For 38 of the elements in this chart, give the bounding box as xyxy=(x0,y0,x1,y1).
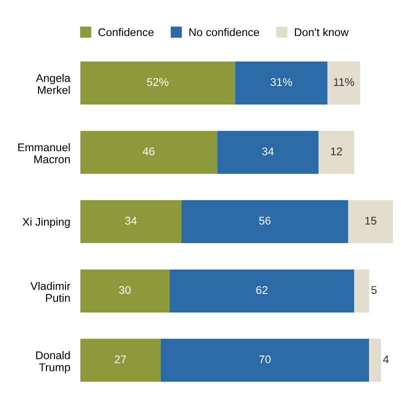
data-label: 46 xyxy=(142,147,154,156)
bar xyxy=(235,62,328,105)
data-label: 4 xyxy=(383,356,389,364)
legend-label: Confidence xyxy=(98,28,154,36)
data-label: 15 xyxy=(365,216,376,225)
bar xyxy=(348,200,393,244)
bar xyxy=(327,62,360,105)
bar xyxy=(369,338,382,382)
y-tick-label: Vladimir Putin xyxy=(30,282,70,302)
y-tick-label: Emmanuel Macron xyxy=(18,143,70,164)
bar xyxy=(181,200,348,244)
data-label: 52% xyxy=(146,78,168,86)
bar xyxy=(80,62,236,105)
data-label: 11% xyxy=(334,78,354,86)
bar xyxy=(217,130,319,174)
bar xyxy=(80,130,218,174)
data-label: 70 xyxy=(259,355,271,364)
data-label: 12 xyxy=(331,147,342,156)
legend-label: Don't know xyxy=(294,28,349,36)
data-label: 27 xyxy=(114,355,126,364)
bar xyxy=(170,269,354,312)
data-label: 34 xyxy=(262,147,274,156)
data-label: 5 xyxy=(371,286,377,294)
bar xyxy=(354,269,370,312)
data-label: 31% xyxy=(270,78,292,86)
bar xyxy=(318,130,354,174)
y-tick-label: Donald Trump xyxy=(36,351,70,374)
data-label: 56 xyxy=(259,216,271,225)
data-label: 62 xyxy=(256,286,268,294)
bar xyxy=(160,338,370,382)
bar xyxy=(80,338,161,382)
y-tick-label: Angela Merkel xyxy=(36,74,70,94)
y-tick-label: Xi Jinping xyxy=(22,218,70,228)
bar xyxy=(80,200,182,244)
legend-label: No confidence xyxy=(189,28,260,36)
data-label: 30 xyxy=(119,286,131,294)
data-label: 34 xyxy=(125,216,137,225)
bar xyxy=(80,269,170,312)
